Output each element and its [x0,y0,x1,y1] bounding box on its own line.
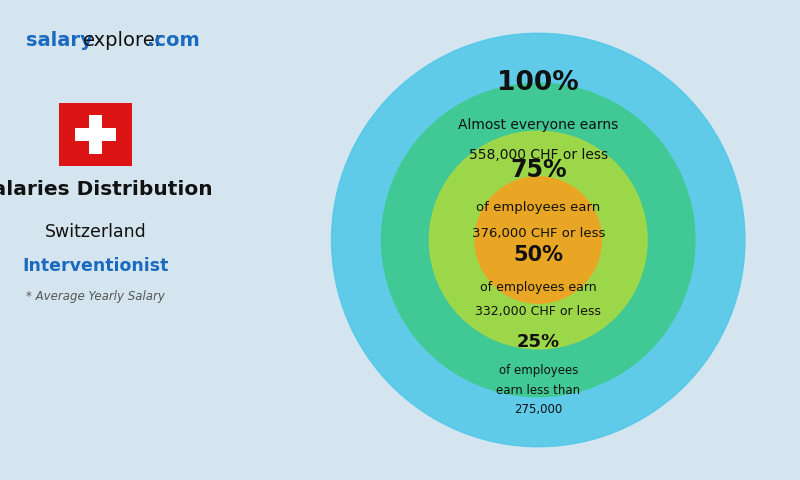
Text: Almost everyone earns: Almost everyone earns [458,118,618,132]
Circle shape [475,177,602,303]
FancyBboxPatch shape [59,103,133,166]
Circle shape [430,131,647,349]
Text: 558,000 CHF or less: 558,000 CHF or less [469,148,608,162]
Text: of employees earn: of employees earn [476,201,600,214]
Text: earn less than: earn less than [496,384,580,396]
Circle shape [331,33,745,447]
Text: 25%: 25% [517,333,560,351]
Text: .com: .com [147,31,200,50]
Text: of employees: of employees [498,364,578,377]
Text: 376,000 CHF or less: 376,000 CHF or less [471,227,605,240]
Text: 100%: 100% [498,71,579,96]
Text: 275,000: 275,000 [514,403,562,416]
Text: of employees earn: of employees earn [480,281,597,294]
Text: 50%: 50% [514,245,563,265]
Text: Switzerland: Switzerland [45,223,146,241]
Text: Salaries Distribution: Salaries Distribution [0,180,213,199]
Text: Interventionist: Interventionist [22,257,169,275]
Text: 75%: 75% [510,158,566,182]
Text: * Average Yearly Salary: * Average Yearly Salary [26,290,165,303]
Text: salary: salary [26,31,93,50]
Bar [75,128,116,141]
Circle shape [382,84,695,396]
Bar [90,115,102,154]
Text: explorer: explorer [83,31,164,50]
Text: 332,000 CHF or less: 332,000 CHF or less [475,305,601,318]
